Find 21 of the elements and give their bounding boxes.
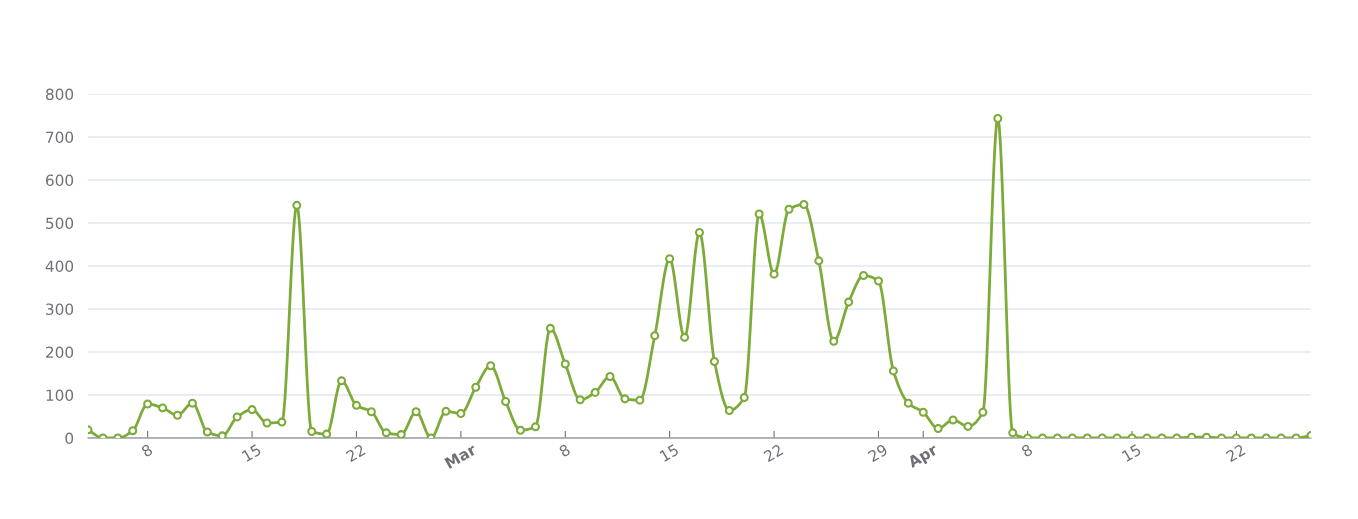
x-tick-label: Mar <box>444 443 478 469</box>
y-tick-label: 600 <box>46 174 74 187</box>
y-tick-label: 200 <box>46 346 74 359</box>
x-tick-label: 22 <box>1225 443 1246 463</box>
x-tick-label: 15 <box>241 443 262 462</box>
x-tick-label: 8 <box>140 443 154 458</box>
x-tick-label: Apr <box>906 443 940 471</box>
y-tick-label: 400 <box>45 260 74 273</box>
x-tick-label: 15 <box>1121 443 1142 462</box>
y-tick-label: 100 <box>46 389 74 402</box>
x-tick-label: 22 <box>763 443 784 463</box>
x-tick-label: 8 <box>1020 443 1034 458</box>
y-tick-label: 700 <box>46 131 74 144</box>
y-tick-label: 300 <box>46 303 74 316</box>
x-tick-label: 15 <box>659 443 680 462</box>
x-tick-label: 22 <box>345 443 366 463</box>
x-tick-label: 8 <box>558 443 571 458</box>
y-tick-label: 800 <box>45 88 74 101</box>
y-tick-label: 500 <box>46 217 74 230</box>
x-tick-label: 29 <box>867 443 889 463</box>
y-tick-label: 0 <box>65 432 74 445</box>
